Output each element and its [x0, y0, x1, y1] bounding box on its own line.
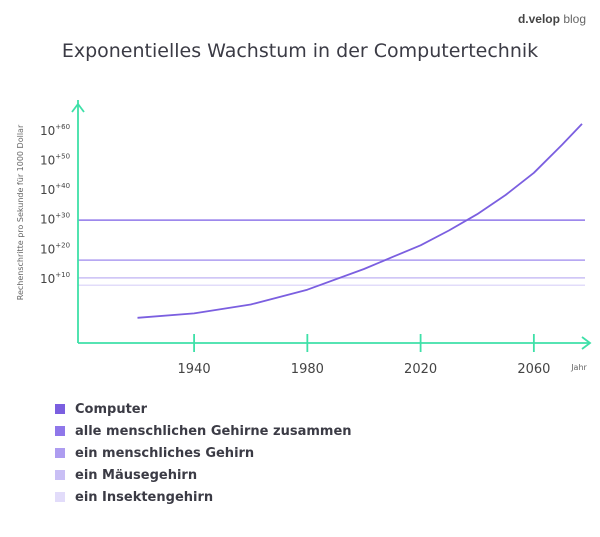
y-tick-label-40: 10+40 [40, 182, 70, 197]
brand-suffix: blog [563, 12, 586, 26]
y-tick-label-50: 10+50 [40, 152, 70, 167]
x-tick-label-2020: 2020 [404, 362, 437, 377]
legend-label: ein Mäusegehirn [75, 467, 198, 483]
y-tick-label-20: 10+20 [40, 241, 70, 256]
legend-swatch [55, 492, 65, 502]
y-tick-label-10: 10+10 [40, 271, 70, 286]
legend-label: ein Insektengehirn [75, 489, 214, 505]
x-tick-label-1980: 1980 [291, 362, 324, 377]
legend-item: ein Insektengehirn [55, 486, 352, 508]
legend-item: alle menschlichen Gehirne zusammen [55, 420, 352, 442]
y-axis-arrow [71, 102, 85, 113]
legend-label: Computer [75, 401, 148, 417]
brand-logo: d.velop blog [518, 12, 586, 26]
legend-swatch [55, 470, 65, 480]
x-tick-label-2060: 2060 [517, 362, 550, 377]
x-axis-label: Jahr [570, 363, 587, 372]
legend: Computer alle menschlichen Gehirne zusamm… [55, 398, 352, 508]
legend-item: ein Mäusegehirn [55, 464, 352, 486]
y-tick-label-30: 10+30 [40, 212, 70, 227]
legend-swatch [55, 404, 65, 414]
series-line-computer [137, 123, 583, 319]
y-tick-label-60: 10+60 [40, 123, 70, 138]
legend-swatch [55, 426, 65, 436]
legend-label: alle menschlichen Gehirne zusammen [75, 423, 352, 439]
brand-name: d.velop [517, 12, 560, 26]
y-axis-label: Rechenschritte pro Sekunde für 1000 Doll… [16, 124, 25, 300]
legend-swatch [55, 448, 65, 458]
legend-label: ein menschliches Gehirn [75, 445, 255, 461]
legend-item: Computer [55, 398, 352, 420]
x-axis-arrow [581, 336, 592, 350]
chart-title: Exponentielles Wachstum in der Computert… [61, 40, 539, 62]
x-tick-label-1940: 1940 [178, 362, 211, 377]
legend-item: ein menschliches Gehirn [55, 442, 352, 464]
